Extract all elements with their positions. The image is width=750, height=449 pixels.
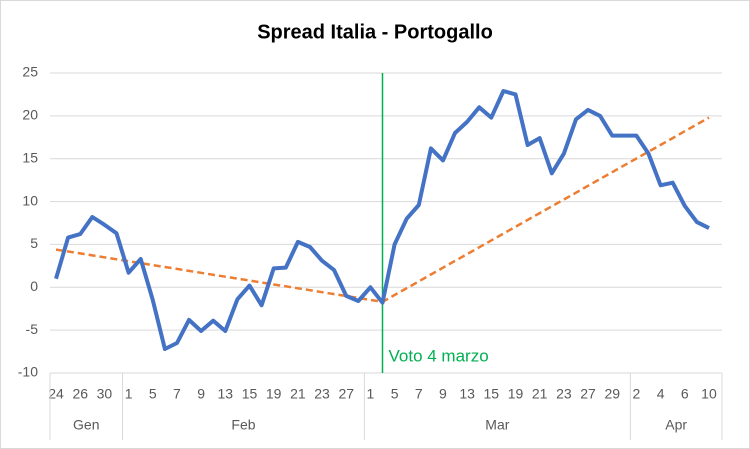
x-tick-label: 19 xyxy=(266,386,282,402)
x-tick-label: 27 xyxy=(338,386,354,402)
x-tick-label: 6 xyxy=(681,386,689,402)
x-tick-label: 23 xyxy=(314,386,330,402)
x-tick-label: 29 xyxy=(604,386,620,402)
x-group-label: Gen xyxy=(73,417,99,433)
x-group-label: Apr xyxy=(665,417,687,433)
x-tick-label: 2 xyxy=(633,386,641,402)
y-tick-label: 25 xyxy=(22,64,38,80)
x-tick-label: 21 xyxy=(290,386,306,402)
x-tick-label: 7 xyxy=(415,386,423,402)
y-tick-label: 0 xyxy=(30,278,38,294)
x-tick-label: 10 xyxy=(701,386,717,402)
x-tick-label: 7 xyxy=(173,386,181,402)
x-tick-label: 13 xyxy=(218,386,234,402)
x-tick-label: 24 xyxy=(48,386,64,402)
x-tick-label: 9 xyxy=(439,386,447,402)
x-tick-label: 15 xyxy=(242,386,258,402)
x-tick-label: 23 xyxy=(556,386,572,402)
x-tick-label: 9 xyxy=(197,386,205,402)
y-tick-label: 15 xyxy=(22,149,38,165)
y-tick-label: -10 xyxy=(18,364,38,380)
x-tick-label: 13 xyxy=(459,386,475,402)
x-tick-label: 26 xyxy=(72,386,88,402)
x-tick-label: 19 xyxy=(508,386,524,402)
annotation-text: Voto 4 marzo xyxy=(389,346,489,365)
chart-title: Spread Italia - Portogallo xyxy=(257,21,493,43)
x-tick-label: 21 xyxy=(532,386,548,402)
series-line xyxy=(54,89,710,351)
x-group-label: Feb xyxy=(231,417,255,433)
y-tick-label: 20 xyxy=(22,107,38,123)
x-tick-label: 27 xyxy=(580,386,596,402)
y-tick-label: 5 xyxy=(30,235,38,251)
x-tick-label: 15 xyxy=(484,386,500,402)
x-tick-label: 1 xyxy=(125,386,133,402)
y-tick-label: -5 xyxy=(26,321,39,337)
x-group-label: Mar xyxy=(485,417,509,433)
x-tick-label: 4 xyxy=(657,386,665,402)
x-tick-label: 5 xyxy=(149,386,157,402)
x-tick-label: 1 xyxy=(367,386,375,402)
x-tick-label: 30 xyxy=(97,386,113,402)
y-tick-label: 10 xyxy=(22,192,38,208)
x-tick-label: 5 xyxy=(391,386,399,402)
